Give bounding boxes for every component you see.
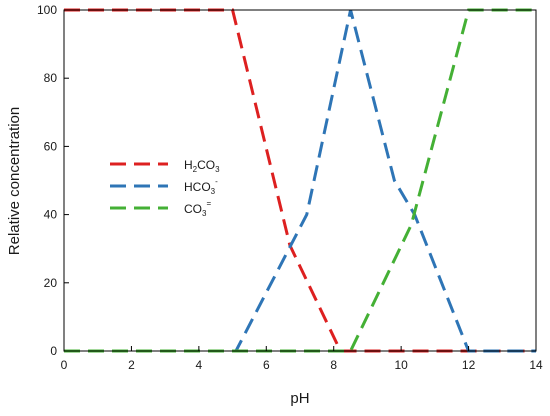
x-tick-label: 10 xyxy=(394,358,408,372)
x-tick-label: 0 xyxy=(61,358,68,372)
ticks-layer: 0 2 4 6 8 10 12 14 0 20 40 60 80 100 xyxy=(37,3,543,372)
series-layer xyxy=(64,8,536,353)
x-tick-label: 12 xyxy=(462,358,476,372)
x-tick-label: 8 xyxy=(330,358,337,372)
legend-label-0: H2CO3 xyxy=(184,158,220,174)
plot-frame xyxy=(63,9,537,352)
x-axis-title: pH xyxy=(290,390,309,407)
y-tick-label: 60 xyxy=(44,139,58,153)
legend-label-1: HCO3- xyxy=(184,177,218,196)
y-tick-label: 80 xyxy=(44,71,58,85)
y-tick-label: 20 xyxy=(44,276,58,290)
y-tick-label: 0 xyxy=(50,344,57,358)
legend: H2CO3 HCO3- CO3= xyxy=(110,158,220,218)
y-tick-label: 40 xyxy=(44,208,58,222)
series-line-1 xyxy=(64,9,536,353)
x-tick-label: 14 xyxy=(529,358,543,372)
y-tick-label: 100 xyxy=(37,3,57,17)
x-tick-label: 2 xyxy=(128,358,135,372)
x-tick-label: 6 xyxy=(263,358,270,372)
x-tick-label: 4 xyxy=(196,358,203,372)
y-axis-title: Relative concentration xyxy=(6,107,23,255)
legend-label-2: CO3= xyxy=(184,199,211,218)
